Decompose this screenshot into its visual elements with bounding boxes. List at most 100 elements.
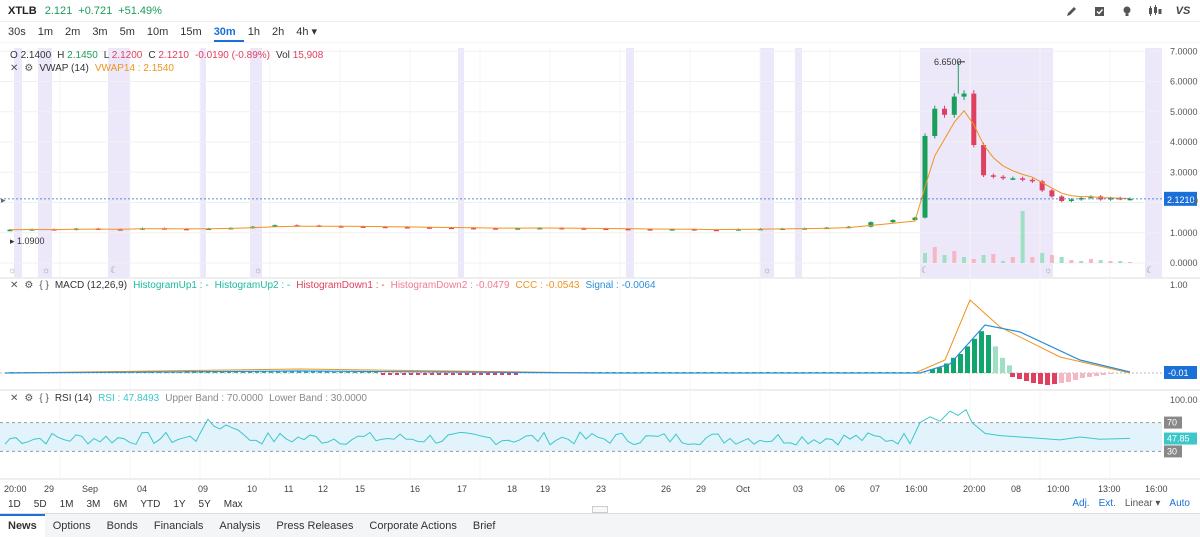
time-axis-tick: 08 xyxy=(1011,484,1021,494)
time-axis-tick: 12 xyxy=(318,484,328,494)
rsi-current-badge xyxy=(1164,432,1197,445)
vwap-value: VWAP14 : 2.1540 xyxy=(94,63,174,74)
price-axis-tick: 3.0000 xyxy=(1170,167,1198,177)
volume-bar xyxy=(962,257,967,263)
time-axis-tick: 26 xyxy=(661,484,671,494)
session-shade xyxy=(38,48,52,278)
range-5d[interactable]: 5D xyxy=(33,498,47,510)
close-icon[interactable]: ✕ xyxy=(10,63,19,74)
macd-histogram-bar xyxy=(951,357,956,373)
time-axis-tick: 20:00 xyxy=(4,484,27,494)
candle xyxy=(1000,176,1006,179)
high-label: H xyxy=(57,50,65,61)
macd-histogram-bar xyxy=(514,373,518,375)
settings-icon[interactable]: ⚙ xyxy=(24,63,34,74)
close-icon[interactable]: ✕ xyxy=(10,280,19,291)
range-6m[interactable]: 6M xyxy=(113,498,128,510)
candle xyxy=(426,227,432,229)
interval-selector: 30s 1m 2m 3m 5m 10m 15m 30m 1h 2h 4h ▾ xyxy=(0,24,329,42)
macd-histogram-bar xyxy=(444,373,448,375)
tab-brief[interactable]: Brief xyxy=(472,519,496,532)
tab-analysis[interactable]: Analysis xyxy=(219,519,261,532)
interval-4h[interactable]: 4h ▾ xyxy=(296,26,318,38)
macd-histogram-bar xyxy=(276,371,280,373)
macd-histogram-bar xyxy=(507,373,511,375)
session-shade xyxy=(200,48,206,278)
braces-icon[interactable]: { } xyxy=(39,393,49,404)
macd-hist-up1: HistogramUp1 : - xyxy=(133,280,209,291)
tab-financials[interactable]: Financials xyxy=(153,519,204,532)
interval-30s[interactable]: 30s xyxy=(8,26,26,38)
close-icon[interactable]: ✕ xyxy=(10,393,19,404)
candle xyxy=(647,229,653,231)
high-marker-label: 6.6500 xyxy=(934,57,962,67)
settings-icon[interactable]: ⚙ xyxy=(24,393,34,404)
price-axis-tick: 1.0000 xyxy=(1170,228,1198,238)
rsi-upper-band: Upper Band : 70.0000 xyxy=(165,393,264,404)
session-icon: ☾ xyxy=(921,265,929,275)
panel-resize-handle[interactable] xyxy=(592,506,608,513)
settings-icon[interactable]: ⚙ xyxy=(24,280,34,291)
range-1y[interactable]: 1Y xyxy=(173,498,186,510)
range-5y[interactable]: 5Y xyxy=(198,498,211,510)
macd-histogram-bar xyxy=(979,331,984,373)
candle xyxy=(1107,197,1113,200)
scale-dropdown[interactable]: Linear ▾ xyxy=(1124,498,1161,509)
time-axis-tick: 10 xyxy=(247,484,257,494)
interval-30m[interactable]: 30m xyxy=(213,24,244,42)
interval-15m[interactable]: 15m xyxy=(180,26,202,38)
braces-icon[interactable]: { } xyxy=(39,280,49,291)
open-value: 2.1400 xyxy=(20,50,52,61)
checkbox-icon[interactable] xyxy=(1092,4,1106,18)
tab-press-releases[interactable]: Press Releases xyxy=(276,519,354,532)
symbol-label[interactable]: XTLB xyxy=(8,4,37,17)
volume-label: Vol xyxy=(276,50,290,61)
time-axis-tick: 18 xyxy=(507,484,517,494)
macd-histogram-bar xyxy=(958,354,963,373)
candle xyxy=(890,220,896,223)
tab-options[interactable]: Options xyxy=(52,519,91,532)
tab-bonds[interactable]: Bonds xyxy=(106,519,138,532)
interval-5m[interactable]: 5m xyxy=(119,26,135,38)
range-3m[interactable]: 3M xyxy=(86,498,101,510)
macd-histogram-bar xyxy=(255,371,259,373)
price-axis-tick: 5.0000 xyxy=(1170,107,1198,117)
extended-toggle[interactable]: Ext. xyxy=(1098,498,1116,509)
session-icon: ☾ xyxy=(110,265,118,275)
compare-button[interactable]: VS xyxy=(1175,5,1191,17)
time-axis-tick: 17 xyxy=(457,484,467,494)
tab-corporate-actions[interactable]: Corporate Actions xyxy=(369,519,457,532)
time-axis-tick: 20:00 xyxy=(963,484,986,494)
session-shade xyxy=(795,48,802,278)
macd-histogram-bar xyxy=(360,372,364,373)
interval-1h[interactable]: 1h xyxy=(247,26,260,38)
range-max[interactable]: Max xyxy=(223,498,243,510)
range-1d[interactable]: 1D xyxy=(8,498,21,510)
candle xyxy=(603,228,609,231)
macd-histogram-bar xyxy=(479,373,483,375)
candles-icon[interactable] xyxy=(1148,4,1162,18)
collapse-arrow: ◂ xyxy=(1193,195,1198,205)
price-change: +0.721 xyxy=(78,4,113,17)
interval-3m[interactable]: 3m xyxy=(92,26,108,38)
tab-news[interactable]: News xyxy=(0,513,45,537)
range-1m[interactable]: 1M xyxy=(59,498,74,510)
pencil-icon[interactable] xyxy=(1064,4,1078,18)
interval-2m[interactable]: 2m xyxy=(65,26,81,38)
candle xyxy=(625,228,631,231)
adjusted-toggle[interactable]: Adj. xyxy=(1072,498,1090,509)
macd-histogram-bar xyxy=(486,373,490,375)
interval-2h[interactable]: 2h xyxy=(271,26,285,38)
scale-options: Adj. Ext. Linear ▾ Auto xyxy=(1072,498,1190,509)
auto-scale-toggle[interactable]: Auto xyxy=(1169,498,1190,509)
range-ytd[interactable]: YTD xyxy=(140,498,161,510)
candle xyxy=(961,93,967,97)
interval-10m[interactable]: 10m xyxy=(146,26,169,38)
interval-1m[interactable]: 1m xyxy=(37,26,54,38)
lightbulb-icon[interactable] xyxy=(1120,4,1134,18)
time-axis-tick: 07 xyxy=(870,484,880,494)
candle xyxy=(1029,179,1035,182)
macd-histogram-bar xyxy=(402,373,406,375)
price-chart[interactable]: ☼☼☾☼☼☾☼☾8.00007.00006.00005.00004.00003.… xyxy=(0,42,1200,495)
macd-histogram-bar xyxy=(318,371,322,373)
